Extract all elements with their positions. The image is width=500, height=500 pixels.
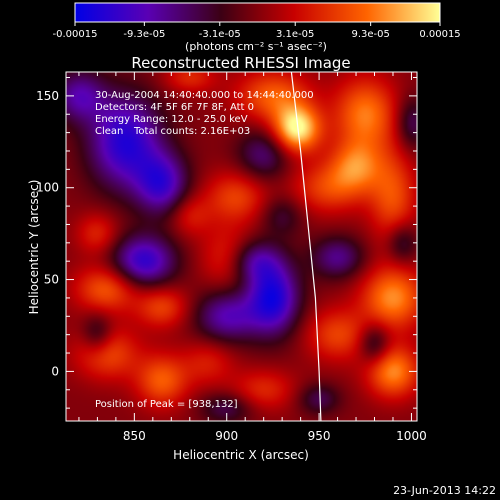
x-tick-labels: 850 900 950 1000: [123, 429, 427, 443]
x-tick-label: 1000: [396, 429, 427, 443]
y-tick-label: 50: [44, 273, 59, 287]
annotation-total-counts: Total counts: 2.16E+03: [133, 126, 250, 137]
annotation-energy: Energy Range: 12.0 - 25.0 keV: [95, 114, 248, 125]
heatmap-image: [66, 72, 417, 421]
chart-title: Reconstructed RHESSI Image: [131, 54, 350, 72]
footer-date: 23-Jun-2013 14:22: [393, 484, 496, 497]
x-tick-label: 850: [123, 429, 146, 443]
colorbar-tick-label: -9.3e-05: [123, 29, 165, 40]
peak-position-label: Position of Peak = [938,132]: [95, 399, 238, 410]
annotation-time: 30-Aug-2004 14:40:40.000 to 14:44:40.000: [95, 90, 314, 101]
solar-limb-line: [290, 72, 322, 421]
y-tick-label: 150: [36, 89, 59, 103]
x-axis-label: Heliocentric X (arcsec): [173, 448, 309, 462]
colorbar-tick-labels: -0.00015 -9.3e-05 -3.1e-05 3.1e-05 9.3e-05 0.…: [53, 29, 461, 40]
colorbar-tick-label: 9.3e-05: [351, 29, 389, 40]
annotation-clean: Clean: [95, 126, 123, 137]
y-tick-labels: 0 50 100 150: [36, 89, 59, 379]
y-tick-label: 0: [51, 364, 59, 378]
y-axis-label: Heliocentric Y (arcsec): [27, 180, 41, 315]
colorbar-tick-label: 0.00015: [419, 29, 460, 40]
y-tick-label: 100: [36, 181, 59, 195]
axis-ticks: [66, 72, 417, 421]
annotation-detectors: Detectors: 4F 5F 6F 7F 8F, Att 0: [95, 102, 254, 113]
x-tick-label: 900: [215, 429, 238, 443]
colorbar-tick-label: -3.1e-05: [199, 29, 241, 40]
colorbar-tick-label: -0.00015: [53, 29, 98, 40]
x-tick-label: 950: [308, 429, 331, 443]
colorbar-tick-label: 3.1e-05: [276, 29, 314, 40]
colorbar-ticks: [74, 22, 441, 26]
colorbar-unit-label: (photons cm⁻² s⁻¹ asec⁻²): [185, 40, 327, 53]
plot-frame: [65, 71, 418, 422]
colorbar: [74, 2, 441, 23]
